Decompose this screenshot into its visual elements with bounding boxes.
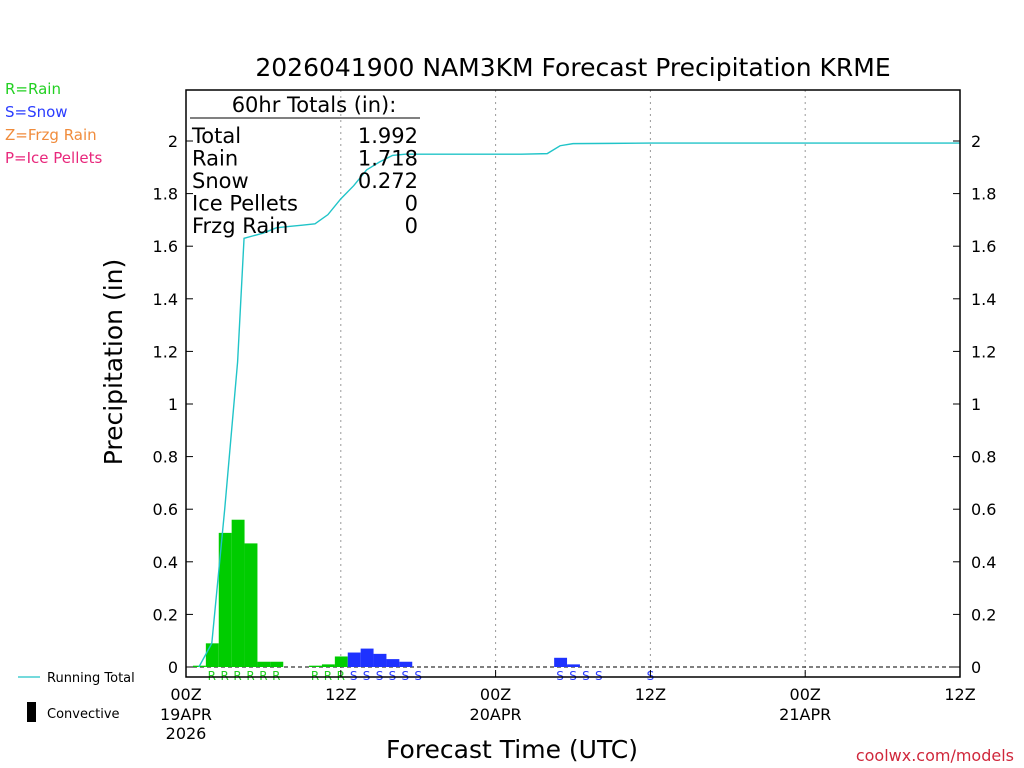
totals-row-value: 0 (405, 214, 418, 238)
y-tick-label-left: 2 (168, 132, 178, 151)
type-marker-snow: S (350, 669, 358, 683)
bar-rain (257, 661, 271, 667)
type-legend: R=Rain S=Snow Z=Frzg Rain P=Ice Pellets (5, 80, 102, 172)
type-marker-rain: R (246, 669, 254, 683)
bar-rain (270, 661, 284, 667)
totals-row-label: Rain (192, 147, 238, 171)
y-tick-label-left: 0.6 (153, 500, 178, 519)
x-date-label: 21APR (779, 705, 831, 724)
y-tick-label-right: 0.4 (971, 553, 996, 572)
y-tick-label-left: 0 (168, 658, 178, 677)
type-marker-snow: S (363, 669, 371, 683)
type-marker-snow: S (401, 669, 409, 683)
totals-box: 60hr Totals (in): Total 1.992 Rain 1.718 Snow… (190, 93, 420, 238)
legend-convective-swatch (27, 702, 36, 722)
y-tick-label-left: 1 (168, 395, 178, 414)
totals-row-value: 0.272 (358, 169, 418, 193)
x-tick-label: 00Z (170, 685, 201, 704)
type-marker-rain: R (221, 669, 229, 683)
chart-title: 2026041900 NAM3KM Forecast Precipitation… (255, 53, 890, 82)
type-marker-rain: R (272, 669, 280, 683)
y-tick-label-left: 0.2 (153, 605, 178, 624)
running-total-layer (198, 142, 960, 668)
x-tick-label: 12Z (325, 685, 356, 704)
legend-running-total-label: Running Total (47, 671, 135, 686)
grid (186, 90, 960, 677)
type-marker-snow: S (582, 669, 590, 683)
axes: 0 00.2 0.20.4 0.40.6 0.60.8 0.81 11.2 1.21.4 1.4… (153, 89, 996, 743)
bar-snow (373, 653, 387, 667)
y-tick-label-left: 1.4 (153, 290, 178, 309)
running-total-line (198, 142, 960, 668)
type-marker-rain: R (311, 669, 319, 683)
x-axis-label: Forecast Time (UTC) (386, 735, 638, 764)
y-tick-label-right: 1.6 (971, 237, 996, 256)
y-tick-label-right: 1.8 (971, 185, 996, 204)
x-tick-label: 12Z (635, 685, 666, 704)
y-tick-label-right: 0.6 (971, 500, 996, 519)
y-tick-label-right: 0.8 (971, 448, 996, 467)
totals-row-label: Total (191, 124, 241, 148)
type-markers: RRRRRRRRRSSSSSSSSSSS (208, 669, 655, 683)
totals-row-label: Snow (192, 169, 249, 193)
legend-snow: S=Snow (5, 103, 68, 121)
totals-header: 60hr Totals (in): (232, 93, 397, 117)
y-tick-label-right: 1 (971, 395, 981, 414)
type-marker-snow: S (376, 669, 384, 683)
bars (192, 519, 580, 667)
bar-snow (399, 661, 413, 667)
bar-snow (567, 664, 580, 667)
y-tick-label-right: 2 (971, 132, 981, 151)
x-date-label: 20APR (470, 705, 522, 724)
y-tick-label-left: 1.2 (153, 342, 178, 361)
x-tick-label: 00Z (480, 685, 511, 704)
y-tick-label-left: 1.8 (153, 185, 178, 204)
bar-rain (321, 664, 335, 667)
credit-link[interactable]: coolwx.com/models (856, 746, 1014, 765)
type-marker-snow: S (569, 669, 577, 683)
x-date-label: 19APR (160, 705, 212, 724)
y-tick-label-right: 0.2 (971, 605, 996, 624)
x-tick-label: 12Z (944, 685, 975, 704)
type-marker-rain: R (208, 669, 216, 683)
bar-rain (309, 665, 322, 667)
bar-snow (347, 652, 361, 667)
bar-rain (205, 643, 219, 667)
x-year-label: 2026 (166, 724, 207, 743)
y-tick-label-right: 1.4 (971, 290, 996, 309)
bar-rain (334, 656, 348, 667)
bar-rain (218, 532, 232, 667)
legend-ice-pellets: P=Ice Pellets (5, 149, 103, 167)
type-marker-snow: S (414, 669, 422, 683)
bar-rain (244, 543, 258, 667)
x-tick-label: 00Z (790, 685, 821, 704)
type-marker-snow: S (389, 669, 397, 683)
totals-row-value: 0 (405, 192, 418, 216)
totals-row-value: 1.718 (358, 147, 418, 171)
y-tick-label-right: 0 (971, 658, 981, 677)
totals-row-label: Ice Pellets (192, 192, 298, 216)
y-tick-label-left: 0.4 (153, 553, 178, 572)
type-marker-rain: R (324, 669, 332, 683)
type-marker-rain: R (259, 669, 267, 683)
y-tick-label-left: 0.8 (153, 448, 178, 467)
legend-frzg-rain: Z=Frzg Rain (5, 126, 97, 144)
y-tick-label-left: 1.6 (153, 237, 178, 256)
bar-snow (386, 659, 400, 667)
bar-rain (231, 519, 245, 667)
bar-snow (554, 657, 568, 667)
bar-snow (360, 648, 374, 667)
y-tick-label-right: 1.2 (971, 342, 996, 361)
type-marker-snow: S (595, 669, 603, 683)
legend-rain: R=Rain (5, 80, 61, 98)
type-marker-snow: S (556, 669, 564, 683)
y-axis-label: Precipitation (in) (99, 259, 128, 466)
totals-row-value: 1.992 (358, 124, 418, 148)
legend-convective-label: Convective (47, 707, 120, 722)
totals-row-label: Frzg Rain (192, 214, 288, 238)
type-marker-rain: R (233, 669, 241, 683)
plot-frame (185, 89, 961, 678)
